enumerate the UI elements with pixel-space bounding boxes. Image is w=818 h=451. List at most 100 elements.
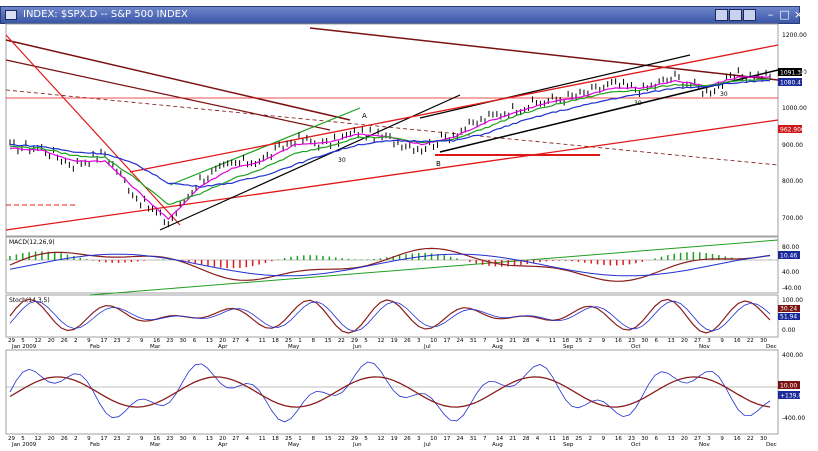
x-day-tick: 20: [219, 436, 226, 442]
x-day-tick: 11: [259, 436, 266, 442]
x-day-tick: 27: [232, 338, 239, 344]
x-day-tick: 7: [483, 436, 487, 442]
x-day-tick: 29: [351, 338, 358, 344]
annotation-30: 30: [720, 91, 728, 98]
app-icon: [5, 10, 17, 20]
x-day-tick: 30: [760, 436, 767, 442]
x-day-tick: 18: [272, 436, 279, 442]
annotation-30: 30: [634, 100, 642, 107]
close-button[interactable]: ×: [793, 8, 804, 21]
x-day-tick: 9: [720, 338, 724, 344]
x-day-tick: 6: [193, 338, 197, 344]
x-month-tick: Jun: [352, 442, 362, 448]
x-day-tick: 31: [470, 338, 477, 344]
x-day-tick: 12: [377, 436, 384, 442]
x-day-tick: 2: [127, 436, 131, 442]
x-day-tick: 2: [127, 338, 131, 344]
x-day-tick: 21: [509, 436, 516, 442]
x-day-tick: 18: [272, 338, 279, 344]
price-y-label: 1000.00: [782, 105, 807, 112]
x-month-tick: May: [288, 442, 300, 448]
x-month-tick: Dec: [766, 344, 777, 350]
x-day-tick: 23: [166, 436, 173, 442]
x-day-tick: 2: [74, 338, 78, 344]
x-day-tick: 13: [668, 436, 675, 442]
ma-tag-bg: [778, 78, 802, 86]
price-y-label: 800.00: [782, 178, 803, 185]
x-day-tick: 28: [523, 436, 530, 442]
x-day-tick: 6: [193, 436, 197, 442]
x-day-tick: 25: [285, 338, 292, 344]
x-month-tick: Dec: [766, 442, 777, 448]
x-day-tick: 10: [430, 436, 437, 442]
annotation-b: B: [436, 160, 441, 168]
x-day-tick: 30: [180, 436, 187, 442]
macd-label: MACD(12,26,9): [9, 239, 55, 246]
maximize-button[interactable]: □: [779, 8, 790, 21]
window-title: INDEX: $SPX.D -- S&P 500 INDEX: [23, 9, 188, 20]
x-day-tick: 4: [245, 436, 249, 442]
x-day-tick: 16: [615, 338, 622, 344]
price-tag-bg: [778, 68, 802, 76]
x-month-tick: Jan 2009: [11, 442, 37, 448]
minimize-button[interactable]: –: [767, 8, 774, 21]
x-axis-upper: 29 5 12 20 26 2 9 17 23 2 9 16 23 30 6 13 20 27 4 11 18 25 1 8 1…: [8, 338, 777, 350]
x-day-tick: 5: [364, 338, 368, 344]
x-day-tick: 20: [681, 338, 688, 344]
x-day-tick: 23: [628, 338, 635, 344]
x-day-tick: 5: [21, 338, 25, 344]
x-day-tick: 22: [338, 436, 345, 442]
x-day-tick: 27: [694, 436, 701, 442]
x-day-tick: 30: [641, 338, 648, 344]
x-day-tick: 4: [536, 436, 540, 442]
x-day-tick: 3: [707, 338, 711, 344]
toolbar-button-1[interactable]: [715, 9, 728, 21]
x-day-tick: 6: [654, 436, 658, 442]
x-month-tick: Oct: [631, 442, 641, 448]
x-day-tick: 13: [668, 338, 675, 344]
x-day-tick: 18: [562, 436, 569, 442]
x-day-tick: 27: [232, 436, 239, 442]
toolbar-button-3[interactable]: [743, 9, 756, 21]
toolbar-button-2[interactable]: [729, 9, 742, 21]
x-day-tick: 1: [298, 436, 302, 442]
x-day-tick: 9: [87, 436, 91, 442]
x-day-tick: 13: [206, 436, 213, 442]
ma-tag: 1080.47: [780, 80, 805, 87]
stoch-y-label: 100.00: [782, 297, 803, 304]
macd-y-label: 80.00: [782, 244, 799, 251]
x-month-tick: Apr: [218, 442, 228, 448]
stoch-y-label: 0.00: [782, 327, 796, 334]
x-day-tick: 26: [61, 436, 68, 442]
x-day-tick: 5: [21, 436, 25, 442]
macd-signal: [9, 253, 771, 277]
x-day-tick: 24: [457, 436, 464, 442]
x-month-tick: Jan 2009: [11, 344, 37, 350]
stoch-label: Stoch(14,3,5): [9, 297, 50, 304]
x-day-tick: 15: [325, 436, 332, 442]
x-day-tick: 9: [87, 338, 91, 344]
x-month-tick: Mar: [150, 344, 161, 350]
x-day-tick: 29: [8, 436, 15, 442]
x-day-tick: 16: [153, 436, 160, 442]
x-day-tick: 26: [404, 436, 411, 442]
x-day-tick: 25: [575, 436, 582, 442]
osc-smooth-line: [9, 376, 771, 408]
price-series: [9, 67, 771, 228]
x-day-tick: 18: [562, 338, 569, 344]
osc-y-label: 400.00: [782, 352, 803, 359]
x-month-tick: Oct: [631, 344, 641, 350]
x-day-tick: 3: [707, 436, 711, 442]
x-day-tick: 10: [430, 338, 437, 344]
x-day-tick: 25: [285, 436, 292, 442]
osc-tag: +139.82: [780, 393, 806, 400]
x-day-tick: 8: [311, 338, 315, 344]
macd-tag: 10.46: [780, 253, 797, 260]
x-day-tick: 16: [615, 436, 622, 442]
x-day-tick: 30: [180, 338, 187, 344]
x-day-tick: 9: [140, 338, 144, 344]
x-day-tick: 12: [34, 338, 41, 344]
osc-raw-line: [9, 361, 771, 423]
